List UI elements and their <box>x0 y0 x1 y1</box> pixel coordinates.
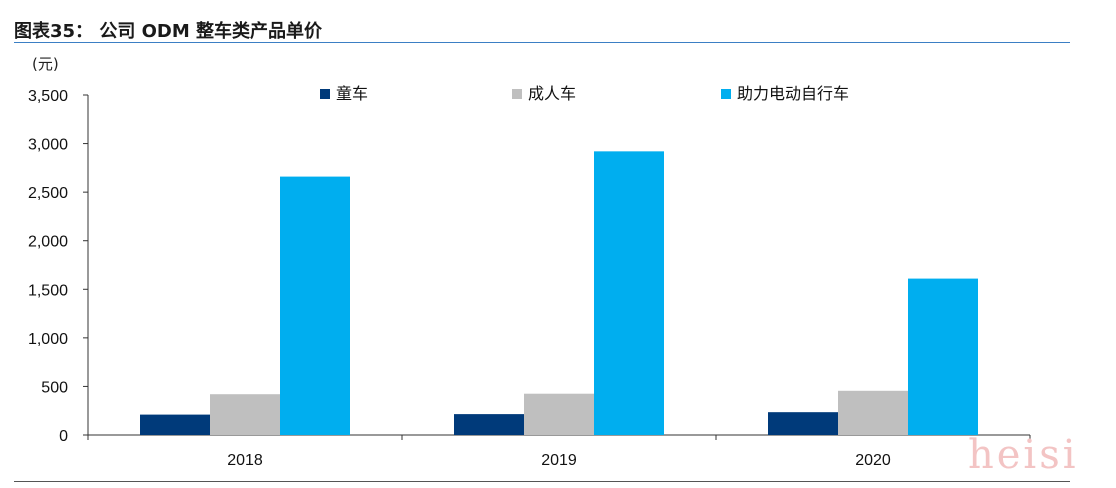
bar-2-2020 <box>838 390 908 435</box>
bar-2-2019 <box>524 393 594 435</box>
y-axis-unit-label: (元) <box>32 55 59 73</box>
legend-label: 成人车 <box>528 84 576 103</box>
y-tick-label: 3,000 <box>28 137 68 154</box>
bar-3-2020 <box>908 278 978 435</box>
bar-3-2019 <box>594 151 664 436</box>
x-tick-label: 2020 <box>855 452 891 469</box>
legend-swatch <box>320 89 330 99</box>
chart-axes <box>87 95 1030 436</box>
y-tick-label: 1,500 <box>28 282 68 299</box>
bottom-rule <box>14 481 1070 482</box>
bar-1-2018 <box>140 414 210 435</box>
bar-1-2020 <box>768 412 838 435</box>
y-tick-label: 500 <box>41 379 68 396</box>
y-tick-label: 2,000 <box>28 234 68 251</box>
y-tick-label: 3,500 <box>28 88 68 105</box>
x-tick-label: 2018 <box>227 452 263 469</box>
chart-legend: 童车 成人车 助力电动自行车 <box>320 84 849 103</box>
legend-label: 童车 <box>336 84 368 103</box>
bar-3-2018 <box>280 176 350 435</box>
y-tick-label: 1,000 <box>28 331 68 348</box>
watermark: heisi <box>968 432 1079 478</box>
y-tick-label: 2,500 <box>28 185 68 202</box>
bar-1-2019 <box>454 414 524 435</box>
bar-2-2018 <box>210 394 280 435</box>
legend-label: 助力电动自行车 <box>737 84 849 103</box>
figure-title: 图表35： 公司 ODM 整车类产品单价 <box>14 21 323 42</box>
legend-swatch <box>512 89 522 99</box>
chart-bars <box>140 151 978 436</box>
chart-ticks: 0 500 1,000 1,500 2,000 2,500 3,000 3,500 2018 20… <box>28 88 1031 469</box>
x-tick-label: 2019 <box>541 452 577 469</box>
y-tick-label: 0 <box>59 428 68 445</box>
title-underline <box>14 42 1070 43</box>
legend-swatch <box>721 89 731 99</box>
